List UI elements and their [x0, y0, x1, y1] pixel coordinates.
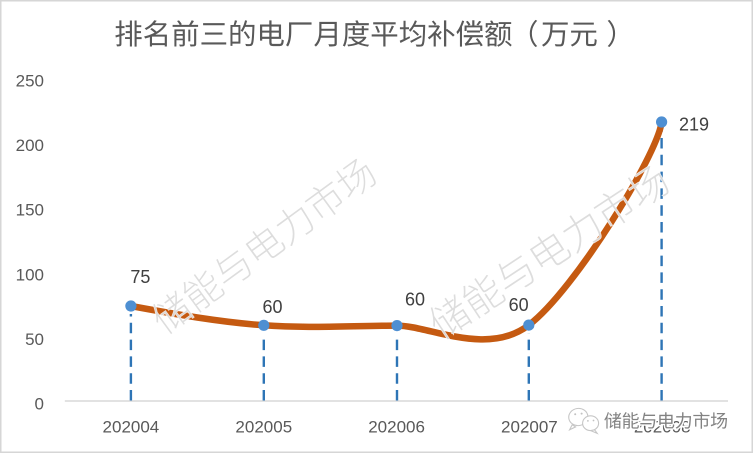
- svg-text:202006: 202006: [368, 417, 425, 436]
- svg-text:250: 250: [16, 72, 44, 91]
- svg-text:60: 60: [509, 295, 529, 315]
- svg-text:150: 150: [16, 201, 44, 220]
- svg-text:60: 60: [262, 297, 282, 317]
- svg-text:75: 75: [130, 267, 150, 287]
- svg-text:50: 50: [25, 330, 44, 349]
- svg-text:0: 0: [35, 394, 44, 413]
- svg-text:200: 200: [16, 136, 44, 155]
- svg-text:60: 60: [405, 289, 425, 309]
- svg-text:202005: 202005: [235, 417, 292, 436]
- svg-text:100: 100: [16, 265, 44, 284]
- svg-text:202004: 202004: [103, 417, 160, 436]
- svg-text:219: 219: [679, 114, 709, 134]
- svg-text:202007: 202007: [501, 417, 558, 436]
